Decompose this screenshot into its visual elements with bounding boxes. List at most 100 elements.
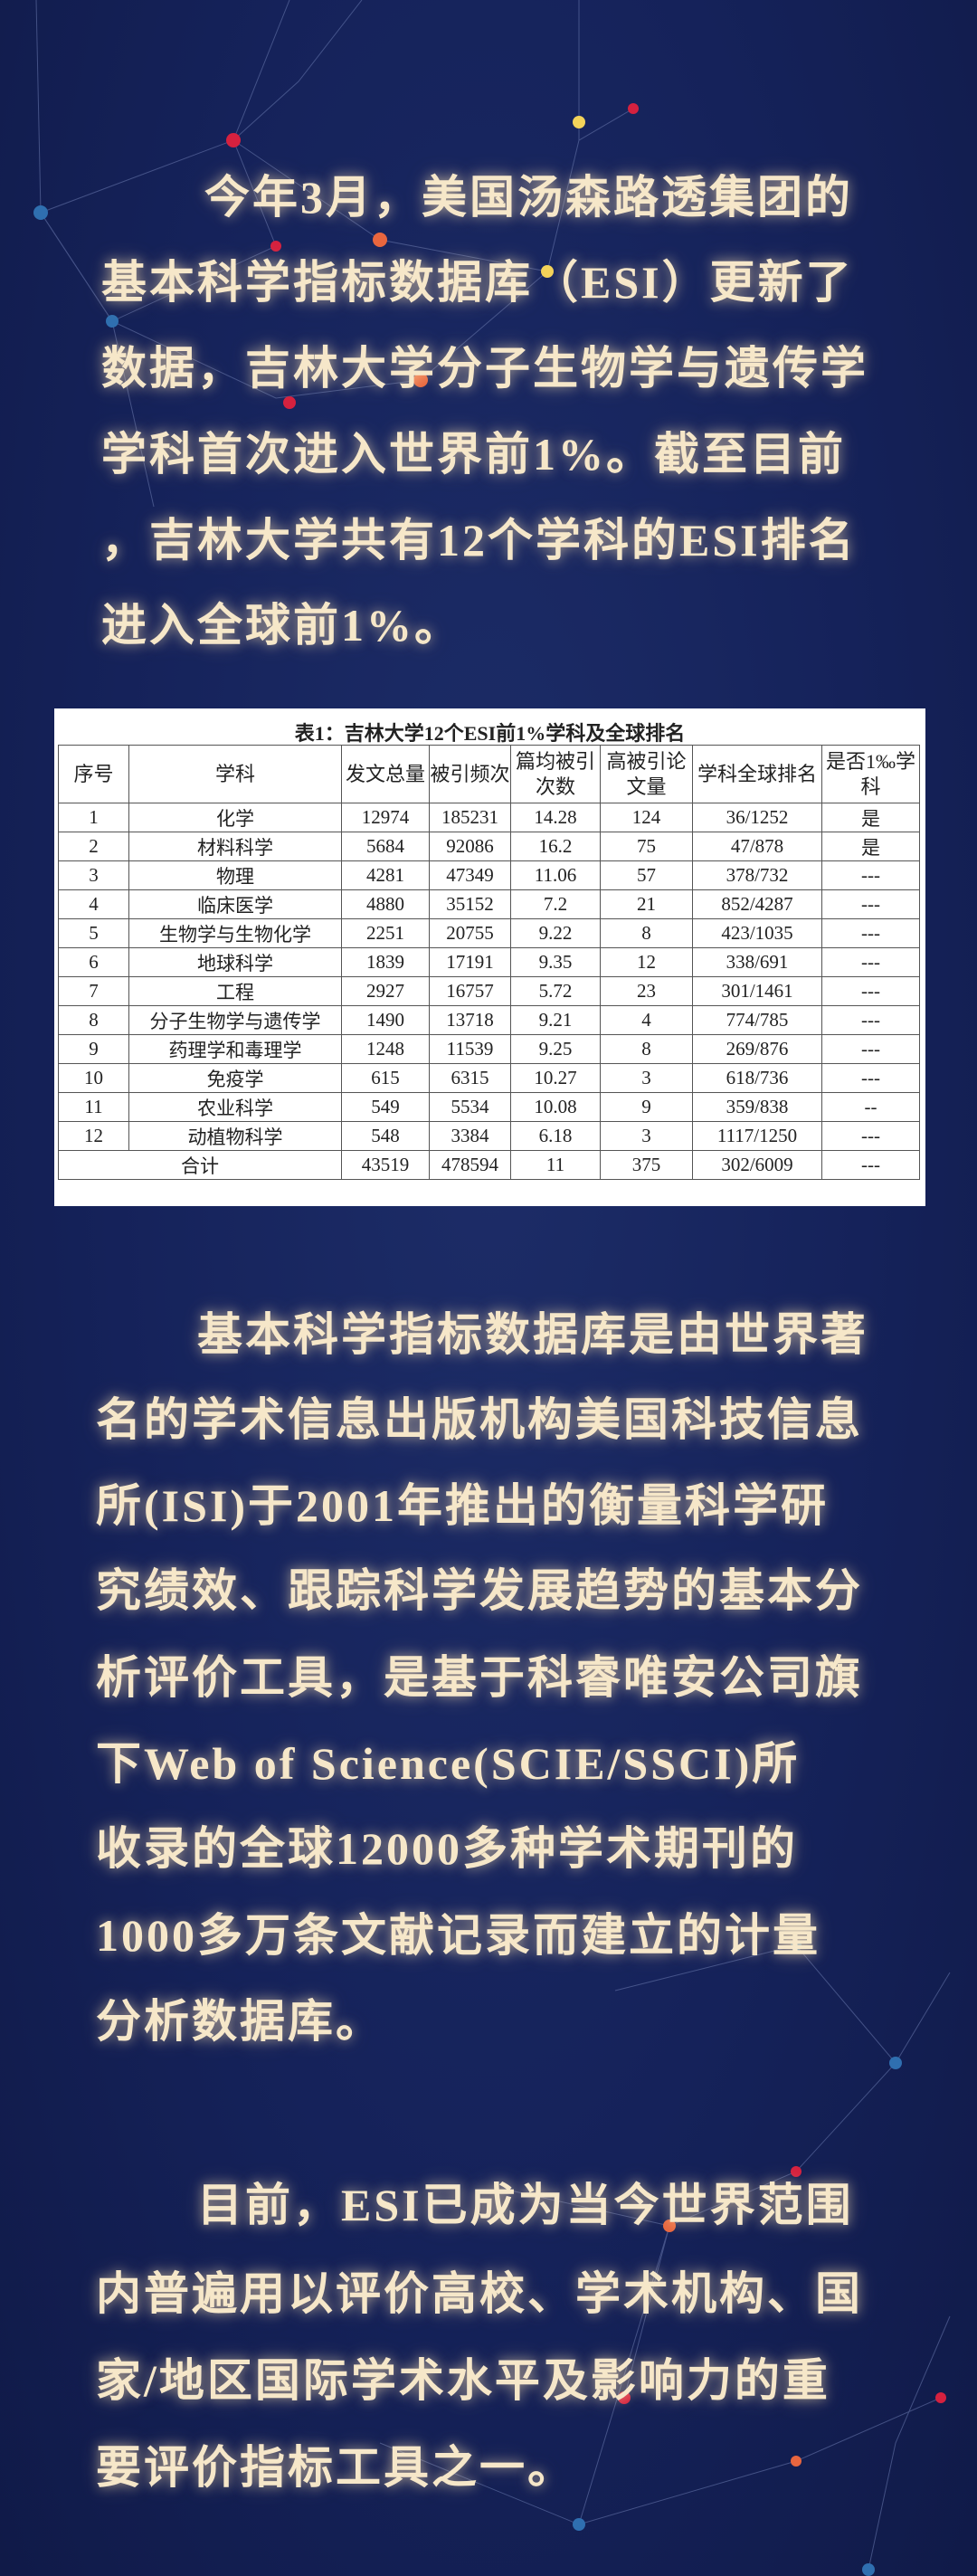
network-dot xyxy=(283,396,296,409)
network-dot xyxy=(270,241,281,252)
table-cell: 23 xyxy=(600,976,693,1006)
table-cell: 35152 xyxy=(429,889,511,919)
table-cell: 16757 xyxy=(429,976,511,1006)
table-cell: 10.27 xyxy=(510,1063,601,1093)
table-cell: 12 xyxy=(600,947,693,977)
network-dot xyxy=(889,2057,902,2069)
table-cell: --- xyxy=(821,1005,920,1035)
esi-ranking-table: 序号 学科 发文总量 被引频次 篇均被引次数 高被引论文量 学科全球排名 是否1‰学科 1 化学… xyxy=(58,745,920,1180)
text-line: 究绩效、跟踪科学发展趋势的基本分 xyxy=(96,1565,863,1616)
table-cell: 615 xyxy=(341,1063,430,1093)
network-dot xyxy=(791,2166,802,2177)
table-cell: 2251 xyxy=(341,918,430,948)
table-cell: 6.18 xyxy=(510,1121,601,1151)
text-line: 学科首次进入世界前1%。截至目前 xyxy=(101,429,846,480)
table-cell: 5.72 xyxy=(510,976,601,1006)
network-dot xyxy=(862,2563,875,2576)
table-cell: 618/736 xyxy=(692,1063,822,1093)
table-cell: 11539 xyxy=(429,1034,511,1064)
table-cell: 1490 xyxy=(341,1005,430,1035)
table-cell: 3 xyxy=(600,1121,693,1151)
column-header: 学科 xyxy=(128,745,342,803)
table-cell: --- xyxy=(821,1150,920,1180)
text-line: 要评价指标工具之一。 xyxy=(96,2442,575,2493)
table-row: 2 材料科学 5684 92086 16.2 75 47/878 是 xyxy=(58,832,920,861)
table-cell: 478594 xyxy=(429,1150,511,1180)
table-cell: 农业科学 xyxy=(128,1092,342,1122)
network-dot xyxy=(618,2391,631,2404)
table-cell: 2 xyxy=(58,832,129,861)
table-cell: 11 xyxy=(58,1092,129,1122)
table-cell: 是 xyxy=(821,803,920,832)
table-cell: 5684 xyxy=(341,832,430,861)
text-line: 家/地区国际学术水平及影响力的重 xyxy=(96,2355,830,2406)
table-cell: 10.08 xyxy=(510,1092,601,1122)
table-cell: 21 xyxy=(600,889,693,919)
text-line: 分析数据库。 xyxy=(96,1996,384,2047)
table-cell: --- xyxy=(821,976,920,1006)
table-cell: 43519 xyxy=(341,1150,430,1180)
table-cell: 10 xyxy=(58,1063,129,1093)
table-cell: --- xyxy=(821,889,920,919)
text-line: 内普遍用以评价高校、学术机构、国 xyxy=(96,2268,863,2319)
table-cell: 92086 xyxy=(429,832,511,861)
table-cell: 302/6009 xyxy=(692,1150,822,1180)
table-cell: --- xyxy=(821,1063,920,1093)
table-cell: 5534 xyxy=(429,1092,511,1122)
network-dot xyxy=(413,373,428,387)
text-line: 今年3月，美国汤森路透集团的 xyxy=(204,172,853,223)
table-cell: 9 xyxy=(58,1034,129,1064)
table-cell: 1839 xyxy=(341,947,430,977)
table-cell: 75 xyxy=(600,832,693,861)
table-cell: 2927 xyxy=(341,976,430,1006)
table-row: 3 物理 4281 47349 11.06 57 378/732 --- xyxy=(58,860,920,890)
table-row: 11 农业科学 549 5534 10.08 9 359/838 -- xyxy=(58,1092,920,1122)
table-cell: 1117/1250 xyxy=(692,1121,822,1151)
table-cell: 地球科学 xyxy=(128,947,342,977)
table-cell: 9.21 xyxy=(510,1005,601,1035)
table-cell: -- xyxy=(821,1092,920,1122)
table-cell: 12974 xyxy=(341,803,430,832)
table-cell: 852/4287 xyxy=(692,889,822,919)
table-cell: --- xyxy=(821,918,920,948)
table-cell: --- xyxy=(821,1121,920,1151)
table-cell: 17191 xyxy=(429,947,511,977)
table-cell: 7.2 xyxy=(510,889,601,919)
network-dot xyxy=(791,2456,802,2467)
table-cell: 20755 xyxy=(429,918,511,948)
table-cell: 3 xyxy=(58,860,129,890)
table-cell: 13718 xyxy=(429,1005,511,1035)
table-cell: 57 xyxy=(600,860,693,890)
table-cell: 化学 xyxy=(128,803,342,832)
table-cell: 12 xyxy=(58,1121,129,1151)
table-cell: 9.25 xyxy=(510,1034,601,1064)
table-cell: 11.06 xyxy=(510,860,601,890)
text-line: 进入全球前1%。 xyxy=(101,600,462,651)
table-cell: 548 xyxy=(341,1121,430,1151)
table-cell: 是 xyxy=(821,832,920,861)
table-cell: 8 xyxy=(58,1005,129,1035)
table-cell: 材料科学 xyxy=(128,832,342,861)
table-cell: 9.35 xyxy=(510,947,601,977)
text-line: 析评价工具，是基于科睿唯安公司旗 xyxy=(96,1652,863,1703)
table-row: 5 生物学与生物化学 2251 20755 9.22 8 423/1035 --- xyxy=(58,918,920,948)
text-line: 1000多万条文献记录而建立的计量 xyxy=(96,1910,820,1961)
table-cell: 9.22 xyxy=(510,918,601,948)
table-row: 9 药理学和毒理学 1248 11539 9.25 8 269/876 --- xyxy=(58,1034,920,1064)
table-row: 12 动植物科学 548 3384 6.18 3 1117/1250 --- xyxy=(58,1121,920,1151)
table-cell: 工程 xyxy=(128,976,342,1006)
table-cell: 4 xyxy=(58,889,129,919)
table-cell: 生物学与生物化学 xyxy=(128,918,342,948)
table-cell: 47349 xyxy=(429,860,511,890)
text-line: 下Web of Science(SCIE/SSCI)所 xyxy=(96,1738,801,1789)
table-cell: 423/1035 xyxy=(692,918,822,948)
table-row: 8 分子生物学与遗传学 1490 13718 9.21 4 774/785 --- xyxy=(58,1005,920,1035)
table-row: 7 工程 2927 16757 5.72 23 301/1461 --- xyxy=(58,976,920,1006)
text-line: ，吉林大学共有12个学科的ESI排名 xyxy=(101,515,857,566)
table-cell: 375 xyxy=(600,1150,693,1180)
column-header: 是否1‰学科 xyxy=(821,745,920,803)
table-cell: 免疫学 xyxy=(128,1063,342,1093)
network-dot xyxy=(573,2518,585,2531)
table-cell: 11 xyxy=(510,1150,601,1180)
